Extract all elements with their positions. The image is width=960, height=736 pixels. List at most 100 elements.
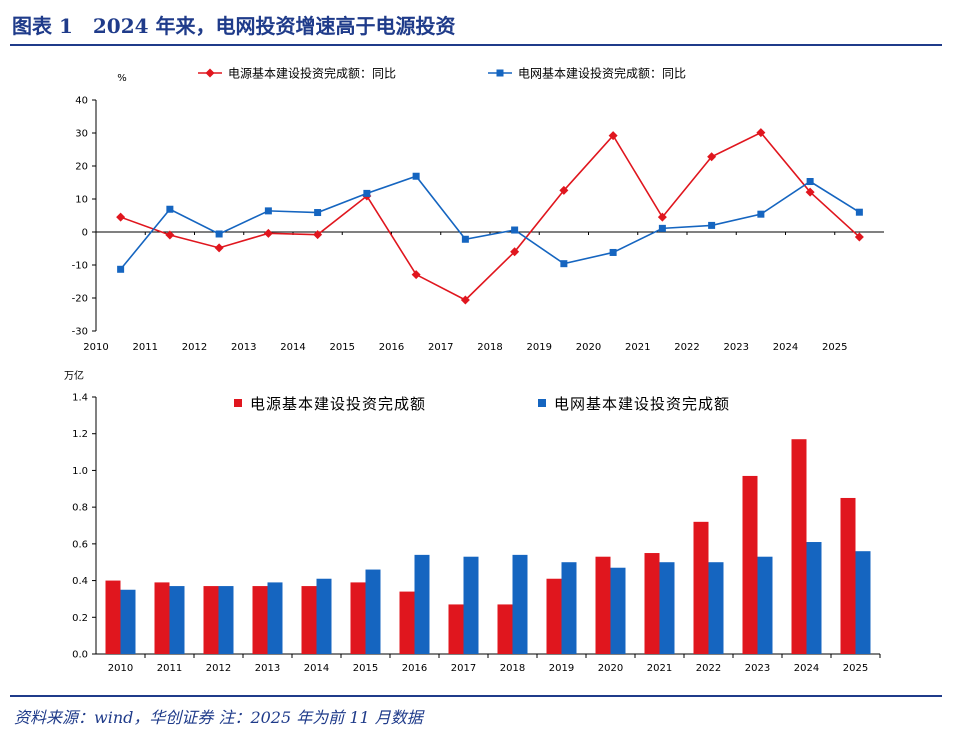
- bar-x-tick-label: 2011: [157, 663, 182, 674]
- bar-grid: [463, 556, 479, 654]
- line-point-1: [165, 230, 175, 240]
- bar-legend-label-2: 电网基本建设投资完成额: [554, 395, 730, 413]
- legend-label-1: 电源基本建设投资完成额：同比: [228, 66, 396, 81]
- line-x-tick-label: 2011: [133, 342, 158, 353]
- bar-power-source: [840, 497, 856, 654]
- legend-label-2: 电网基本建设投资完成额：同比: [518, 66, 686, 81]
- bar-x-tick-label: 2018: [500, 663, 525, 674]
- line-point-2: [511, 226, 519, 234]
- bar-x-tick-label: 2025: [843, 663, 868, 674]
- line-point-1: [805, 187, 815, 197]
- bar-grid: [512, 554, 528, 654]
- line-point-1: [707, 152, 717, 162]
- source-note: 资料来源：wind，华创证券 注：2025 年为前 11 月数据: [14, 708, 423, 727]
- line-point-2: [806, 178, 814, 186]
- bar-grid: [218, 586, 234, 654]
- line-x-tick-label: 2015: [330, 342, 355, 353]
- bar-legend-marker-1: [234, 399, 242, 407]
- series-line-2: [120, 175, 860, 270]
- line-point-1: [657, 212, 667, 222]
- bar-x-tick-label: 2017: [451, 663, 476, 674]
- bar-power-source: [252, 586, 268, 654]
- line-x-tick-label: 2014: [280, 342, 305, 353]
- line-point-1: [756, 128, 766, 138]
- bar-power-source: [791, 439, 807, 654]
- bar-grid: [708, 562, 724, 654]
- bar-x-tick-label: 2023: [745, 663, 770, 674]
- bar-legend-marker-2: [538, 399, 546, 407]
- bar-x-tick-label: 2016: [402, 663, 427, 674]
- bar-grid: [757, 556, 773, 654]
- bar-grid: [267, 582, 283, 654]
- line-x-tick-label: 2024: [773, 342, 798, 353]
- line-point-2: [117, 265, 125, 273]
- bar-grid: [120, 589, 136, 654]
- line-point-2: [166, 205, 174, 213]
- line-point-2: [264, 207, 272, 215]
- bar-x-tick-label: 2012: [206, 663, 231, 674]
- line-x-tick-label: 2012: [182, 342, 207, 353]
- line-y-tick-label: 40: [75, 96, 88, 107]
- line-point-1: [116, 212, 126, 222]
- source-rule: [10, 695, 942, 697]
- bar-power-source: [497, 604, 513, 654]
- page-title: 图表 1 2024 年来，电网投资增速高于电源投资: [12, 14, 456, 38]
- bar-grid: [855, 551, 871, 654]
- bar-x-tick-label: 2024: [794, 663, 819, 674]
- bar-power-source: [742, 475, 758, 654]
- line-x-tick-label: 2020: [576, 342, 601, 353]
- bar-x-tick-label: 2021: [647, 663, 672, 674]
- line-point-1: [559, 185, 569, 195]
- line-x-tick-label: 2022: [674, 342, 699, 353]
- bar-x-tick-label: 2020: [598, 663, 623, 674]
- bar-grid: [561, 562, 577, 654]
- line-point-2: [560, 260, 568, 268]
- line-point-1: [608, 131, 618, 141]
- line-y-tick-label: 0: [82, 228, 88, 239]
- bar-grid: [806, 542, 822, 654]
- bar-grid: [414, 554, 430, 654]
- line-point-2: [855, 208, 863, 216]
- bar-x-tick-label: 2014: [304, 663, 329, 674]
- bar-grid: [365, 569, 381, 654]
- bar-power-source: [644, 553, 660, 654]
- line-y-tick-label: 10: [75, 195, 88, 206]
- line-point-1: [214, 243, 224, 253]
- line-point-1: [460, 295, 470, 305]
- line-point-2: [363, 189, 371, 197]
- series-line-1: [120, 131, 860, 301]
- line-point-1: [411, 270, 421, 280]
- legend-marker-1: [205, 68, 215, 78]
- bar-y-tick-label: 0.6: [72, 539, 88, 550]
- bar-power-source: [105, 580, 121, 654]
- line-point-1: [313, 230, 323, 240]
- bar-y-tick-label: 1.2: [72, 429, 88, 440]
- line-x-tick-label: 2021: [625, 342, 650, 353]
- line-y-tick-label: 30: [75, 129, 88, 140]
- line-x-tick-label: 2016: [379, 342, 404, 353]
- line-point-1: [263, 228, 273, 238]
- line-y-tick-label: -20: [72, 294, 88, 305]
- bar-y-tick-label: 0.8: [72, 503, 88, 514]
- line-x-tick-label: 2019: [527, 342, 552, 353]
- line-x-tick-label: 2023: [724, 342, 749, 353]
- line-x-tick-label: 2013: [231, 342, 256, 353]
- line-x-tick-label: 2025: [822, 342, 847, 353]
- line-point-1: [510, 247, 520, 257]
- bar-x-tick-label: 2013: [255, 663, 280, 674]
- bar-power-source: [301, 586, 317, 654]
- bar-y-unit: 万亿: [64, 369, 84, 382]
- line-y-unit: %: [117, 73, 127, 84]
- line-point-2: [412, 172, 420, 180]
- bar-power-source: [693, 521, 709, 654]
- bar-grid: [169, 586, 185, 654]
- bar-x-tick-label: 2019: [549, 663, 574, 674]
- legend-marker-2: [496, 69, 504, 77]
- line-x-tick-label: 2018: [477, 342, 502, 353]
- line-point-1: [854, 232, 864, 242]
- line-point-2: [708, 221, 716, 229]
- line-y-tick-label: 20: [75, 162, 88, 173]
- bar-power-source: [546, 578, 562, 654]
- bar-grid: [316, 578, 332, 654]
